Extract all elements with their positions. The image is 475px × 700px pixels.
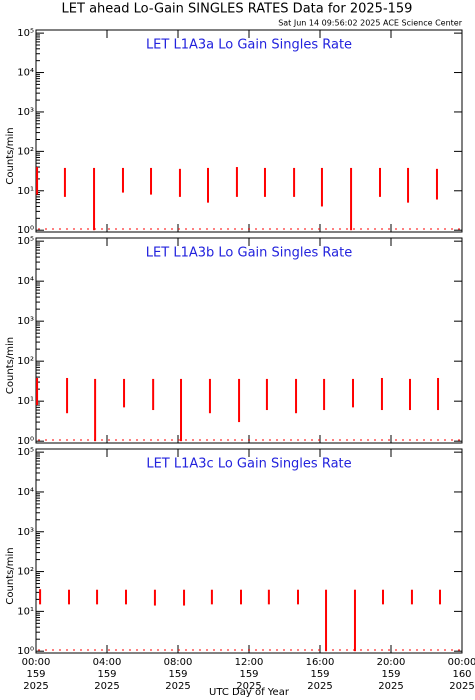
y-axis-label: Counts/min [5, 337, 16, 394]
y-tick-label: 10³ [17, 107, 34, 118]
y-tick-label: 10³ [17, 527, 34, 538]
x-tick-label: 12:00 [235, 657, 264, 668]
y-tick-label: 10¹ [17, 606, 34, 617]
x-tick-label: 2025 [94, 681, 119, 692]
x-tick-label: 159 [381, 669, 400, 680]
y-tick-label: 10² [17, 356, 34, 367]
x-tick-label: 2025 [23, 681, 48, 692]
x-tick-label: 2025 [165, 681, 190, 692]
y-tick-label: 10¹ [17, 396, 34, 407]
x-tick-label: 159 [239, 669, 258, 680]
x-tick-label: 160 [452, 669, 471, 680]
plot-frame [35, 448, 463, 654]
panel-title: LET L1A3b Lo Gain Singles Rate [146, 246, 352, 261]
x-tick-label: 2025 [236, 681, 261, 692]
y-tick-label: 10⁴ [17, 487, 34, 498]
y-tick-label: 10² [17, 567, 34, 578]
subtitle: Sat Jun 14 09:56:02 2025 ACE Science Cen… [278, 19, 463, 28]
y-tick-label: 10¹ [17, 186, 34, 197]
x-tick-label: 159 [97, 669, 116, 680]
y-tick-label: 10³ [17, 316, 34, 327]
panel-title: LET L1A3c Lo Gain Singles Rate [146, 457, 351, 472]
y-tick-label: 10² [17, 146, 34, 157]
panel-title: LET L1A3a Lo Gain Singles Rate [146, 38, 352, 53]
y-axis-label: Counts/min [5, 127, 16, 184]
x-tick-label: 20:00 [377, 657, 406, 668]
x-tick-label: 159 [310, 669, 329, 680]
y-tick-label: 10⁰ [17, 225, 34, 236]
y-tick-label: 10⁵ [17, 236, 34, 247]
x-tick-label: 00:00 [448, 657, 475, 668]
plot-frame [35, 29, 463, 233]
chart-title: LET ahead Lo-Gain SINGLES RATES Data for… [62, 2, 413, 17]
y-tick-label: 10⁵ [17, 28, 34, 39]
x-tick-label: 2025 [307, 681, 332, 692]
x-tick-label: 04:00 [93, 657, 122, 668]
y-tick-label: 10⁵ [17, 447, 34, 458]
y-tick-label: 10⁰ [17, 436, 34, 447]
x-tick-label: 00:00 [22, 657, 51, 668]
x-tick-label: 159 [26, 669, 45, 680]
x-tick-label: 159 [168, 669, 187, 680]
x-tick-label: 08:00 [164, 657, 193, 668]
x-tick-label: 2025 [449, 681, 474, 692]
x-tick-label: 16:00 [306, 657, 335, 668]
plot-frame [35, 237, 463, 444]
x-axis-label: UTC Day of Year [209, 687, 290, 698]
y-tick-label: 10⁴ [17, 68, 34, 79]
y-tick-label: 10⁰ [17, 646, 34, 657]
x-tick-label: 2025 [378, 681, 403, 692]
y-tick-label: 10⁴ [17, 276, 34, 287]
y-axis-label: Counts/min [5, 547, 16, 604]
